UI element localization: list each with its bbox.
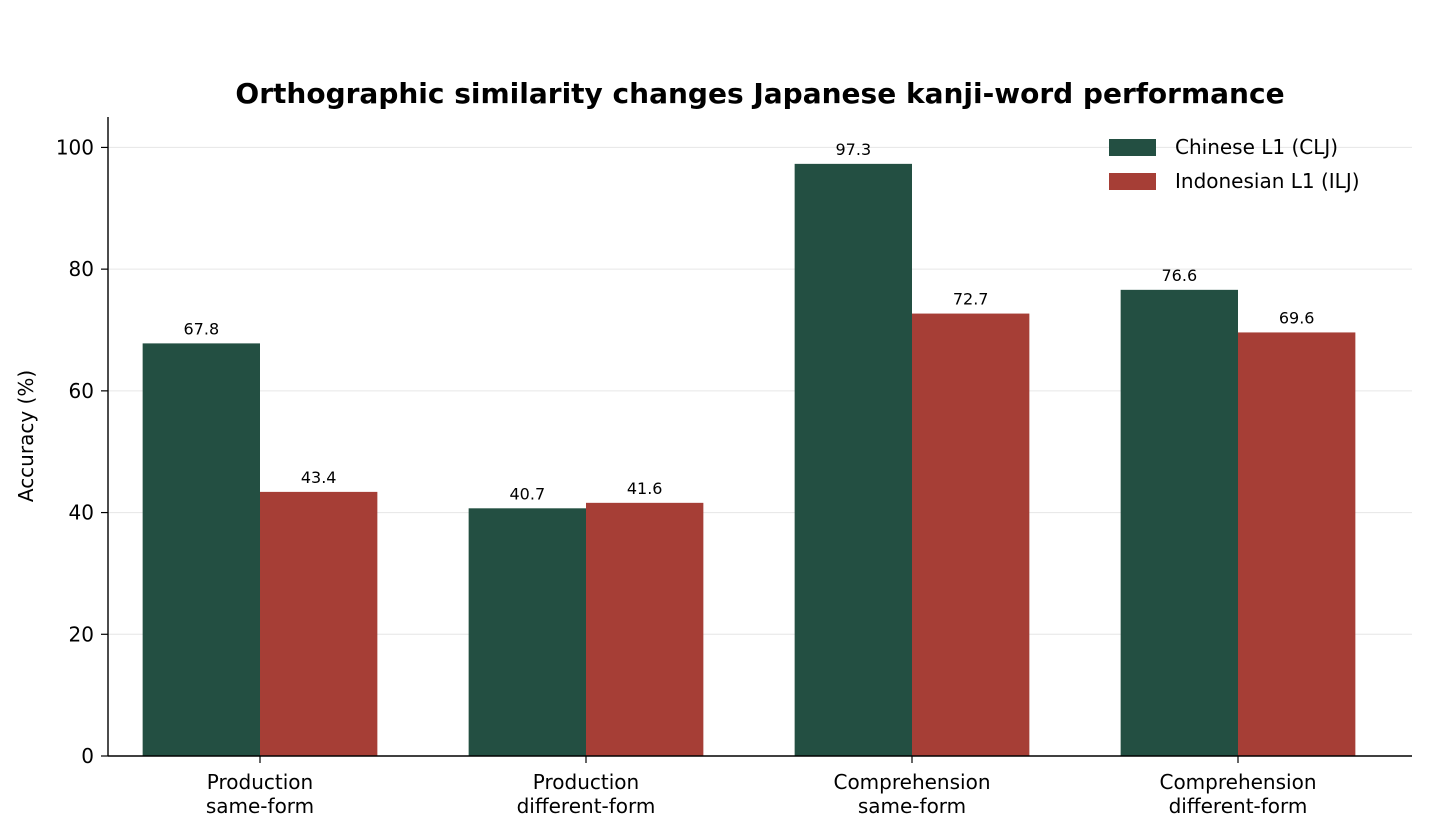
y-axis-ticks: 0 20 40 60 80 100 [56,135,108,768]
x-tick-label: different-form [517,794,656,818]
axes [107,117,1412,757]
y-axis-label: Accuracy (%) [14,370,38,502]
data-labels: 67.8 43.4 40.7 41.6 97.3 72.7 76.6 69.6 [184,140,1315,503]
x-tick-label: same-form [206,794,314,818]
data-label: 76.6 [1162,266,1198,285]
x-tick-label: different-form [1169,794,1308,818]
y-tick-label: 0 [81,744,94,768]
y-tick-label: 40 [69,501,94,525]
y-tick-label: 20 [69,622,94,646]
bar-0-0 [142,343,260,756]
legend: Chinese L1 (CLJ) Indonesian L1 (ILJ) [1109,135,1360,193]
x-tick-label: Production [533,770,639,794]
data-label: 43.4 [301,468,337,487]
legend-label: Chinese L1 (CLJ) [1175,135,1338,159]
legend-label: Indonesian L1 (ILJ) [1175,169,1360,193]
x-tick-label: same-form [858,794,966,818]
data-label: 72.7 [953,290,989,309]
data-label: 67.8 [184,319,220,338]
legend-swatch [1109,173,1156,190]
legend-swatch [1109,139,1156,156]
x-tick-label: Comprehension [1159,770,1316,794]
data-label: 41.6 [627,479,663,498]
bar-2-1 [912,313,1030,756]
x-tick-label: Comprehension [833,770,990,794]
bar-3-0 [1120,289,1238,756]
bar-2-0 [794,163,912,757]
x-axis-ticks: Productionsame-formProductiondifferent-f… [206,756,1317,818]
data-label: 40.7 [510,484,546,503]
bars [142,163,1356,757]
y-tick-label: 100 [56,135,94,159]
y-tick-label: 60 [69,379,94,403]
y-tick-label: 80 [69,257,94,281]
x-tick-label: Production [207,770,313,794]
data-label: 97.3 [836,140,872,159]
bar-3-1 [1238,332,1356,756]
chart-title: Orthographic similarity changes Japanese… [235,77,1284,110]
bar-1-1 [586,502,704,756]
data-label: 69.6 [1279,308,1315,327]
bar-0-1 [260,491,378,756]
bar-1-0 [468,508,586,756]
